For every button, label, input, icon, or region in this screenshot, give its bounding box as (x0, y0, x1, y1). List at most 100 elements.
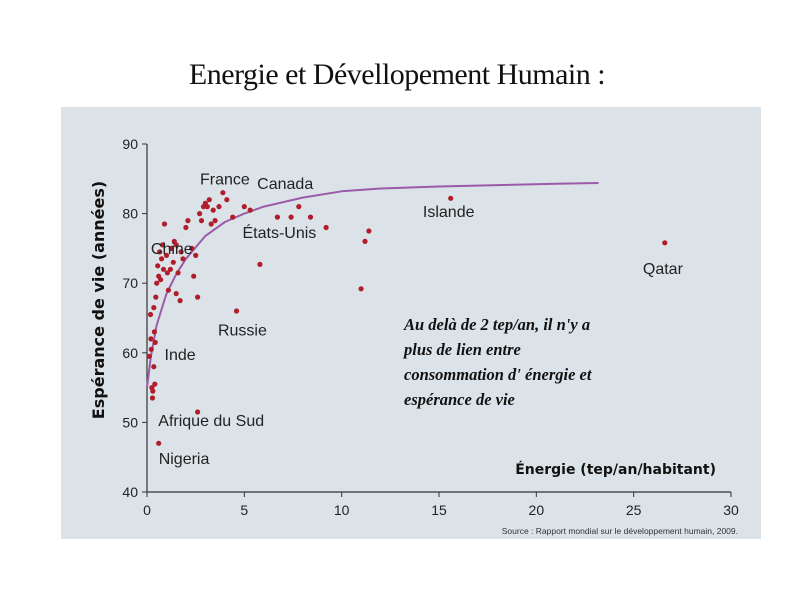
chart-panel (61, 107, 761, 539)
data-point (151, 364, 157, 370)
data-point (160, 242, 166, 248)
data-point (307, 214, 314, 220)
country-label: Canada (257, 176, 313, 193)
data-point (161, 221, 168, 227)
data-point (178, 249, 184, 255)
trend-curve (146, 182, 599, 388)
data-point (163, 252, 170, 258)
data-point (154, 280, 160, 286)
data-point (208, 221, 214, 227)
data-point (197, 211, 203, 217)
data-points (146, 190, 668, 446)
data-point (212, 218, 218, 224)
data-point (148, 336, 154, 342)
y-tick-label: 60 (122, 345, 138, 361)
data-point (230, 214, 236, 220)
country-label: Nigeria (159, 451, 210, 468)
data-point (180, 256, 186, 262)
data-point (151, 329, 157, 335)
country-label: États-Unis (243, 223, 317, 242)
data-point (366, 228, 372, 234)
data-point (183, 224, 189, 231)
annotation-line: espérance de vie (404, 390, 515, 409)
data-point (167, 266, 173, 272)
x-tick-label: 20 (529, 502, 545, 518)
data-point (173, 291, 179, 297)
slide-title: Energie et Dévellopement Humain : (188, 58, 606, 91)
data-point (216, 204, 222, 210)
data-point (175, 270, 181, 276)
x-tick-label: 25 (626, 502, 642, 518)
source-note: Source : Rapport mondial sur le développ… (502, 526, 738, 536)
data-point (170, 259, 176, 265)
y-tick-label: 40 (122, 484, 138, 500)
x-tick-label: 15 (431, 502, 447, 518)
data-point (152, 381, 158, 387)
data-point (210, 207, 216, 213)
data-point (168, 245, 174, 251)
data-point (177, 298, 183, 304)
annotation-line: Au delà de 2 tep/an, il n'y a (403, 315, 590, 334)
data-point (206, 197, 212, 203)
data-point (233, 308, 240, 314)
data-point (288, 214, 294, 220)
country-label: Inde (165, 347, 196, 364)
country-label: France (200, 171, 250, 188)
data-point (296, 204, 302, 210)
data-point (157, 249, 163, 255)
y-axis-label: Espérance de vie (années) (89, 181, 108, 419)
data-point (151, 305, 157, 311)
data-point (247, 207, 253, 213)
x-tick-label: 10 (334, 502, 350, 518)
data-point (165, 287, 171, 293)
annotation-line: plus de lien entre (402, 340, 521, 359)
data-point (241, 204, 247, 210)
data-point (155, 263, 161, 269)
axes: 40 50 60 70 80 90 0 5 10 15 20 25 30 (122, 136, 739, 518)
trend-curve-layer (146, 182, 599, 388)
data-point (146, 353, 152, 359)
data-point (224, 197, 230, 203)
data-point (173, 242, 179, 248)
data-point (158, 277, 164, 283)
y-tick-label: 80 (122, 206, 138, 222)
data-point (195, 409, 201, 415)
data-point (148, 346, 154, 352)
annotation-line: consommation d' énergie et (404, 365, 592, 384)
data-point (362, 238, 368, 244)
data-point (149, 395, 156, 401)
country-label: Russie (218, 322, 267, 339)
data-point (323, 224, 329, 231)
data-point (159, 256, 165, 262)
country-labels: France Canada États-Unis Islande Qatar Chine R… (151, 171, 684, 468)
data-point (448, 195, 454, 201)
data-point (358, 286, 364, 292)
data-point (274, 214, 280, 220)
data-point (662, 240, 668, 246)
y-tick-label: 70 (122, 275, 138, 291)
data-point (150, 388, 156, 394)
data-point (156, 440, 162, 446)
data-point (147, 311, 154, 318)
y-tick-label: 90 (122, 136, 138, 152)
data-point (153, 294, 159, 300)
data-point (152, 339, 158, 345)
data-point (160, 266, 167, 272)
data-point (193, 252, 199, 258)
data-point (198, 218, 205, 224)
x-tick-label: 0 (143, 502, 151, 518)
data-point (257, 261, 263, 267)
country-label: Islande (423, 204, 475, 221)
country-label: Chine (151, 241, 193, 258)
annotation-note: Au delà de 2 tep/an, il n'y a plus de lie… (402, 315, 592, 409)
data-point (191, 273, 197, 279)
data-point (185, 218, 191, 224)
data-point (195, 294, 201, 300)
x-axis-label: Énergie (tep/an/habitant) (515, 461, 716, 478)
data-point (164, 270, 170, 276)
country-label: Qatar (643, 261, 684, 278)
y-tick-label: 50 (122, 414, 138, 430)
data-point (220, 190, 226, 196)
x-tick-label: 5 (240, 502, 248, 518)
